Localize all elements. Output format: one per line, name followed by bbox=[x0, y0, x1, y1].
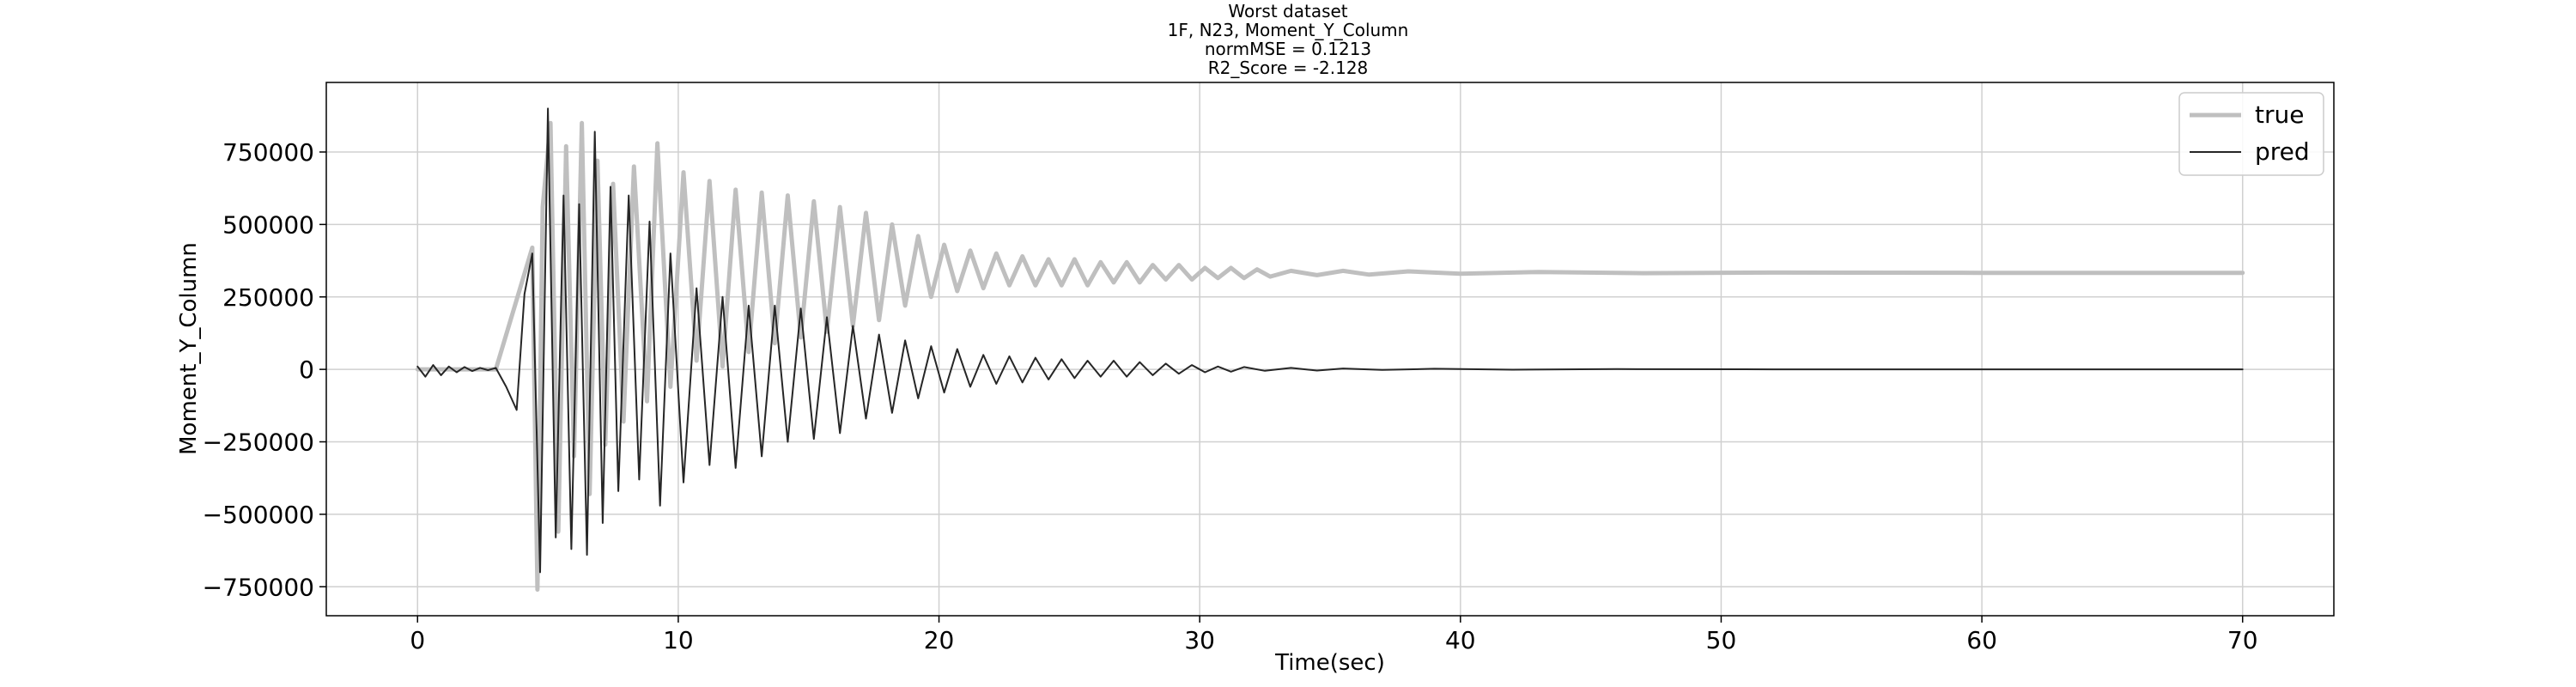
series-line-pred bbox=[416, 107, 2244, 574]
axis-ticks: 0 10 20 30 40 50 60 70 −750000 −500000 −250000 0 250… bbox=[203, 138, 2258, 654]
series-line-true bbox=[415, 120, 2245, 593]
y-tick-label: −750000 bbox=[203, 573, 314, 601]
legend: true pred bbox=[2178, 92, 2324, 176]
chart-subtitle: 1F, N23, Moment_Y_Column bbox=[1167, 20, 1409, 40]
x-axis-label: Time(sec) bbox=[1274, 650, 1385, 676]
x-tick-label: 10 bbox=[663, 626, 694, 654]
y-tick-label: 250000 bbox=[222, 283, 314, 312]
x-tick-label: 40 bbox=[1445, 626, 1476, 654]
chart-title: Worst dataset bbox=[1228, 1, 1348, 21]
metric-normmse: normMSE = 0.1213 bbox=[1204, 39, 1372, 59]
legend-label-true: true bbox=[2255, 100, 2304, 129]
x-tick-label: 60 bbox=[1966, 626, 1997, 654]
y-axis-label: Moment_Y_Column bbox=[176, 242, 202, 455]
x-tick-label: 30 bbox=[1184, 626, 1215, 654]
series-lines bbox=[415, 107, 2245, 593]
x-tick-label: 70 bbox=[2227, 626, 2258, 654]
axes-frame bbox=[325, 82, 2335, 617]
metric-r2-score: R2_Score = -2.128 bbox=[1207, 58, 1369, 78]
x-tick-label: 0 bbox=[410, 626, 425, 654]
legend-label-pred: pred bbox=[2255, 137, 2310, 166]
y-tick-label: −250000 bbox=[203, 429, 314, 457]
y-tick-label: 750000 bbox=[222, 138, 314, 167]
y-tick-label: 0 bbox=[299, 356, 314, 384]
y-tick-label: 500000 bbox=[222, 210, 314, 239]
x-tick-label: 20 bbox=[924, 626, 955, 654]
y-tick-label: −500000 bbox=[203, 501, 314, 529]
x-tick-label: 50 bbox=[1706, 626, 1737, 654]
